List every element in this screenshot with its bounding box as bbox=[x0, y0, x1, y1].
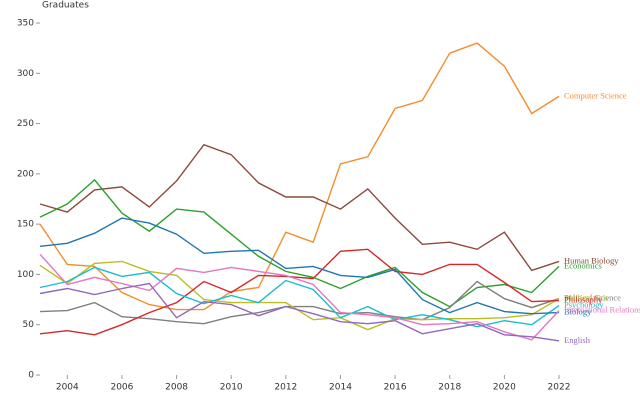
y-tick-label: 300 bbox=[17, 69, 34, 79]
series-line bbox=[39, 266, 560, 328]
x-tick-label: 2016 bbox=[384, 383, 407, 393]
x-tick-label: 2008 bbox=[165, 383, 188, 393]
series-line bbox=[39, 143, 560, 272]
x-tick-label: 2006 bbox=[110, 383, 133, 393]
series-label: International Relations bbox=[564, 305, 640, 315]
y-tick-label: 200 bbox=[17, 169, 34, 179]
series-line bbox=[39, 253, 560, 341]
y-tick-label: 150 bbox=[17, 220, 34, 230]
x-tick-label: 2020 bbox=[493, 383, 516, 393]
series-label: Psychology bbox=[564, 300, 604, 310]
y-axis-label: Graduates bbox=[42, 1, 89, 11]
series-label: English bbox=[564, 335, 591, 345]
x-tick-label: 2012 bbox=[274, 383, 297, 393]
series-line bbox=[39, 260, 560, 331]
series-label: Economics bbox=[564, 260, 602, 270]
x-tick-label: 2014 bbox=[329, 383, 352, 393]
series-label: Computer Science bbox=[564, 90, 627, 100]
series-label: Political Science bbox=[564, 293, 621, 303]
x-tick-label: 2018 bbox=[438, 383, 461, 393]
series-label: Human Biology bbox=[564, 255, 619, 265]
series-line bbox=[39, 282, 560, 342]
y-tick-label: 250 bbox=[17, 119, 34, 129]
series-line bbox=[39, 280, 560, 325]
series-label: Biology bbox=[564, 307, 592, 317]
y-tick-label: 350 bbox=[17, 19, 34, 29]
y-tick-label: 100 bbox=[17, 270, 34, 280]
y-tick-label: 50 bbox=[23, 320, 35, 330]
x-tick-label: 2010 bbox=[220, 383, 243, 393]
series-label: Philosophy bbox=[564, 295, 603, 305]
series-label: Mathematics bbox=[564, 293, 608, 303]
series-line bbox=[39, 178, 560, 308]
x-tick-label: 2004 bbox=[56, 383, 79, 393]
x-tick-label: 2022 bbox=[548, 383, 571, 393]
series-line bbox=[39, 248, 560, 336]
series-line bbox=[39, 217, 560, 315]
y-tick-label: 0 bbox=[28, 371, 34, 381]
series-line bbox=[39, 42, 560, 311]
